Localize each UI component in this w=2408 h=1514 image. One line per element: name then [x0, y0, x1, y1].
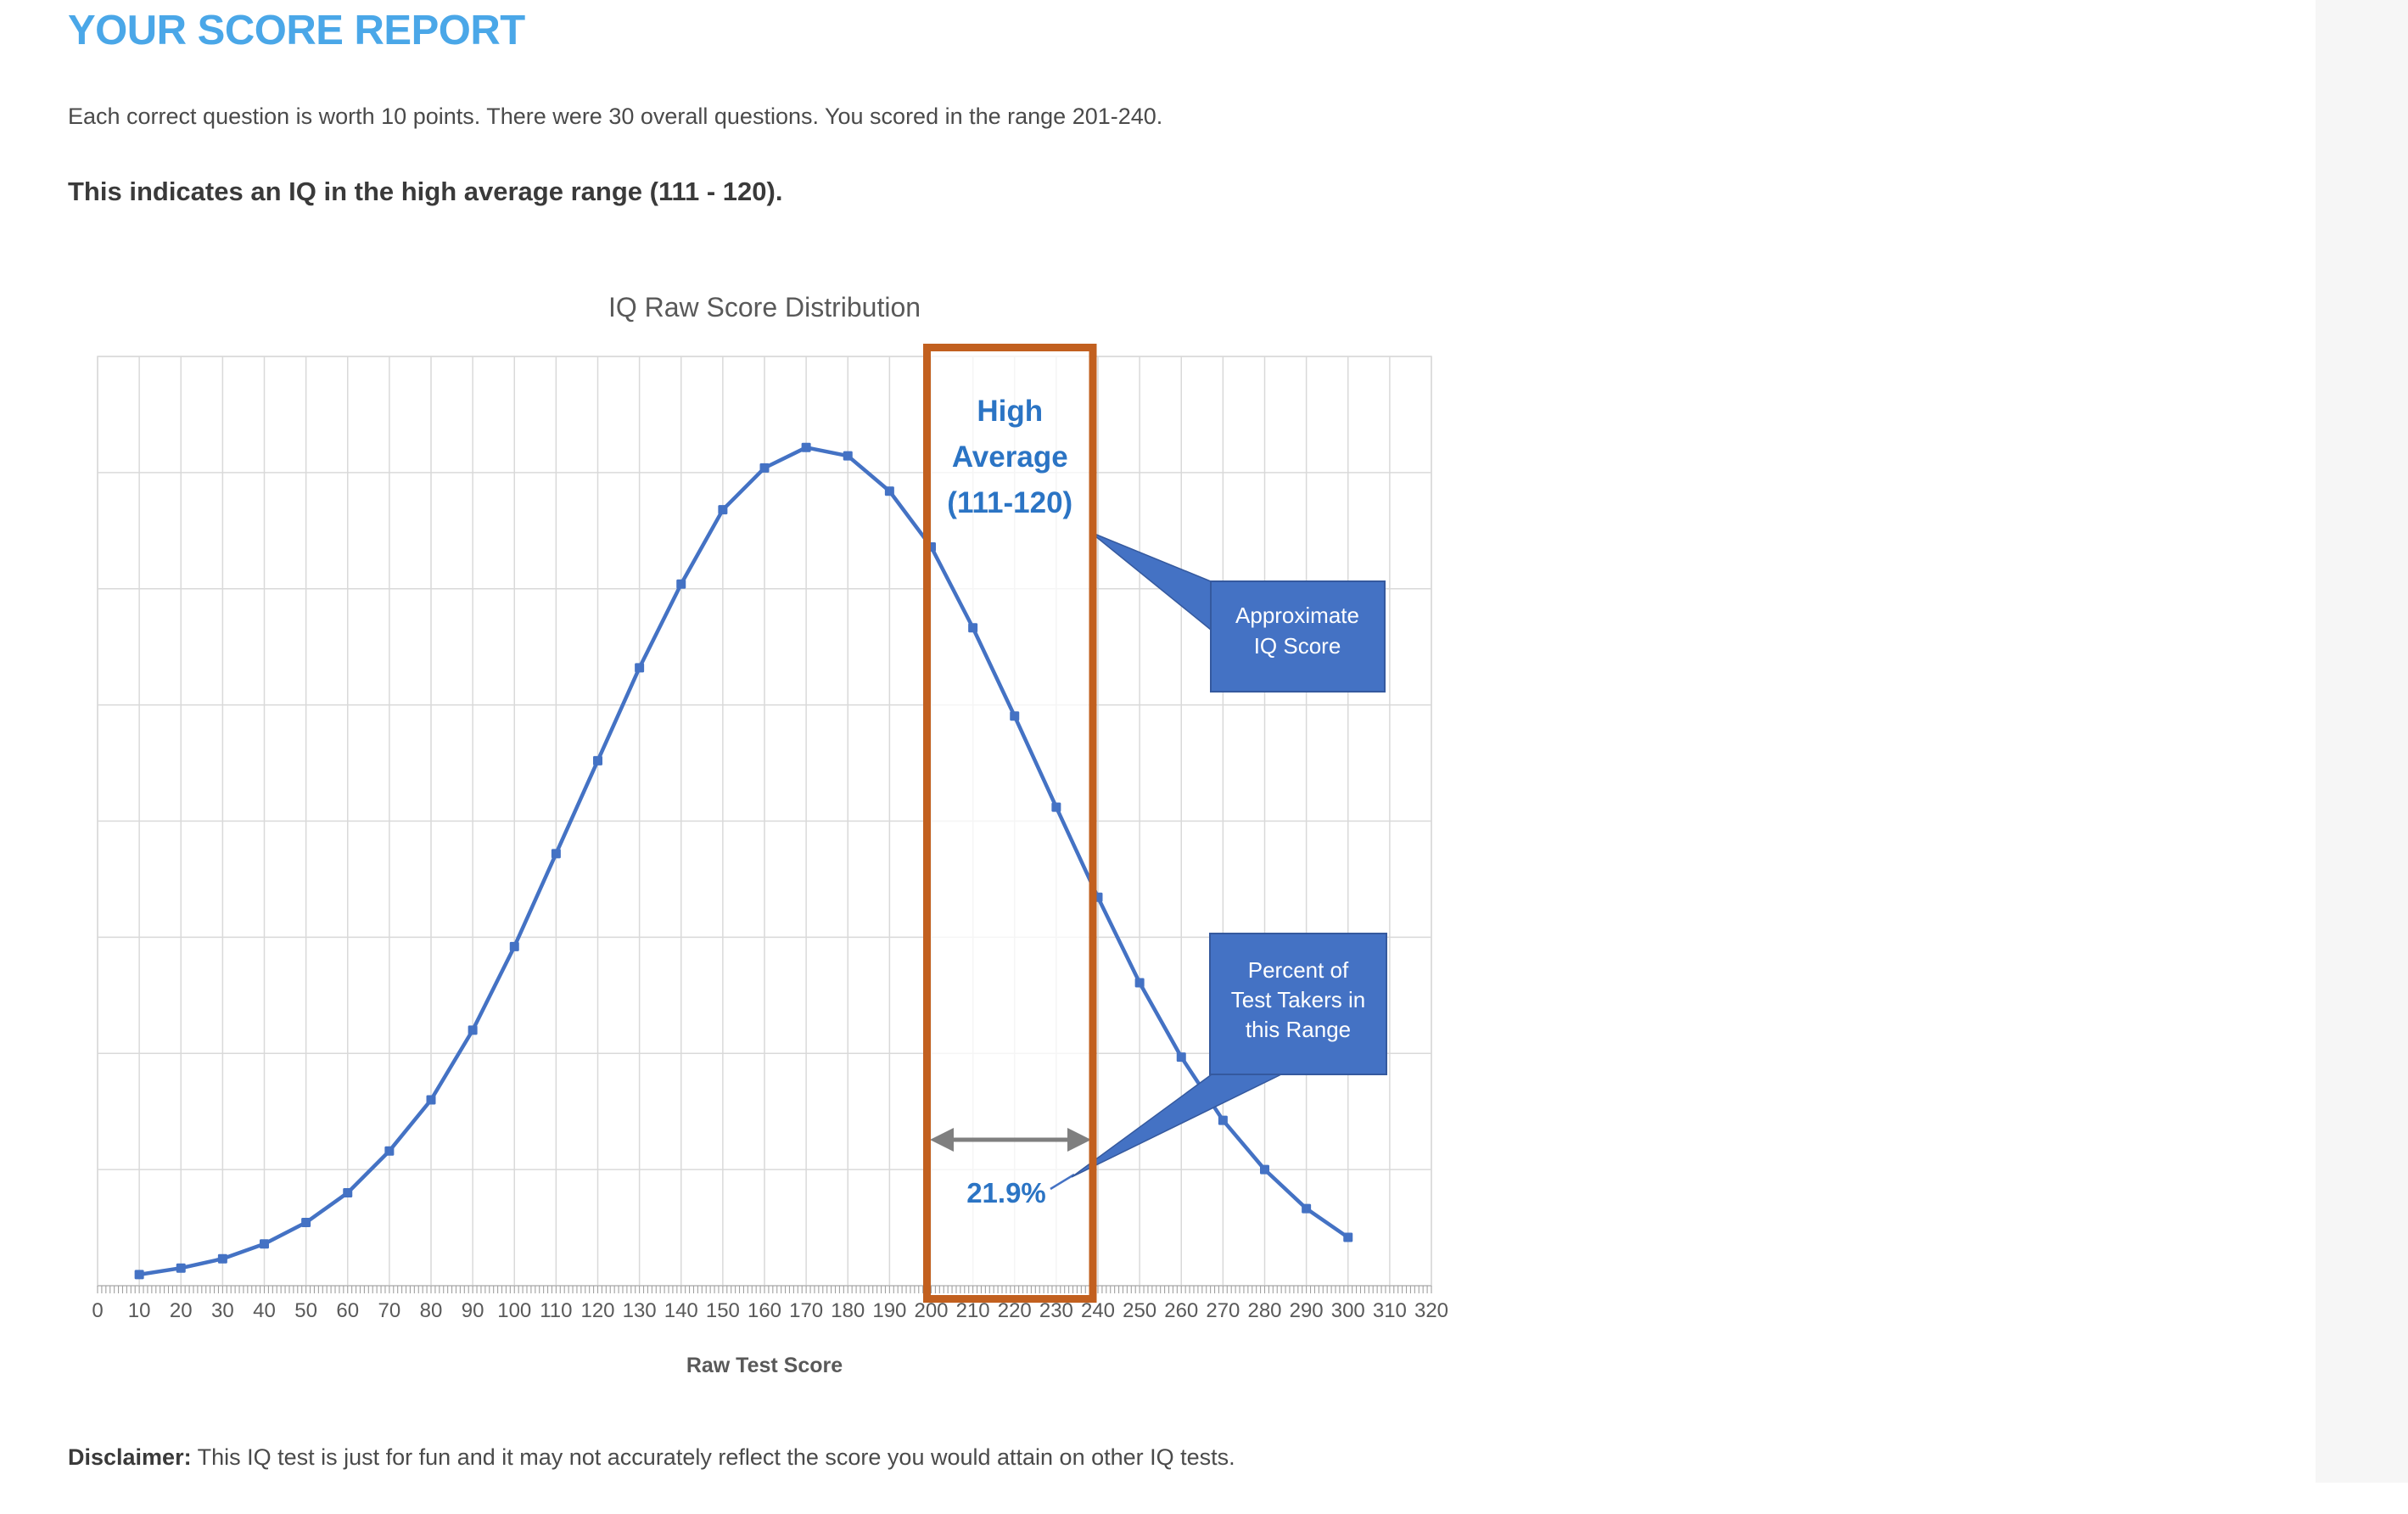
x-axis-tick-label: 0	[92, 1299, 103, 1322]
x-axis-tick-label: 310	[1373, 1299, 1407, 1322]
data-point-marker	[426, 1095, 436, 1105]
x-axis-tick-label: 60	[336, 1299, 359, 1322]
arrowhead-right	[1067, 1128, 1091, 1152]
x-axis-tick-label: 220	[998, 1299, 1032, 1322]
chart-title: IQ Raw Score Distribution	[608, 292, 921, 322]
disclaimer-label: Disclaimer:	[68, 1444, 192, 1470]
x-axis-tick-label: 300	[1331, 1299, 1365, 1322]
data-point-marker	[509, 941, 519, 951]
percent-callout-text: this Range	[1246, 1017, 1351, 1042]
data-point-marker	[1302, 1203, 1312, 1214]
x-axis-tick-label: 130	[623, 1299, 657, 1322]
x-axis-tick-label: 140	[664, 1299, 698, 1322]
x-axis-tick-label: 260	[1164, 1299, 1198, 1322]
x-axis-tick-label: 190	[872, 1299, 906, 1322]
data-point-marker	[843, 451, 853, 461]
right-background-gutter	[2316, 0, 2408, 1483]
x-axis-tick-label: 240	[1081, 1299, 1115, 1322]
data-point-marker	[801, 442, 811, 452]
percent-callout-text: Test Takers in	[1231, 987, 1365, 1012]
percent-callout-pointer	[1071, 1074, 1282, 1178]
approximate-iq-callout-box	[1210, 580, 1386, 693]
high-average-label: Average	[952, 440, 1068, 474]
x-axis-tick-label: 210	[956, 1299, 990, 1322]
data-point-marker	[635, 663, 645, 673]
highlight-range-box	[923, 344, 1097, 1303]
data-point-marker	[176, 1263, 186, 1273]
approximate-iq-callout-text: IQ Score	[1254, 633, 1341, 659]
approximate-iq-callout-text: Approximate	[1235, 603, 1359, 628]
x-axis-tick-label: 30	[211, 1299, 234, 1322]
data-point-marker	[884, 486, 894, 496]
data-point-marker	[217, 1253, 227, 1264]
x-axis-tick-label: 270	[1206, 1299, 1240, 1322]
data-point-marker	[593, 755, 602, 765]
data-point-marker	[1051, 802, 1061, 812]
x-axis-tick-label: 150	[706, 1299, 740, 1322]
x-axis-tick-label: 280	[1247, 1299, 1281, 1322]
x-axis-tick-label: 10	[128, 1299, 151, 1322]
x-axis-tick-label: 290	[1290, 1299, 1324, 1322]
percent-callout-box	[1209, 933, 1387, 1075]
data-point-marker	[968, 623, 978, 633]
data-point-marker	[1010, 711, 1020, 721]
page-title: YOUR SCORE REPORT	[68, 8, 525, 53]
x-axis-tick-label: 100	[497, 1299, 531, 1322]
x-axis-tick-label: 110	[540, 1299, 572, 1322]
x-axis-tick-label: 320	[1414, 1299, 1448, 1322]
data-point-marker	[718, 505, 728, 515]
data-point-marker	[468, 1025, 478, 1035]
data-point-marker	[384, 1146, 395, 1156]
disclaimer-text: This IQ test is just for fun and it may …	[191, 1444, 1235, 1470]
distribution-line	[137, 446, 1350, 1277]
data-point-marker	[1343, 1232, 1353, 1242]
x-axis-tick-label: 160	[748, 1299, 781, 1322]
high-average-label: (111-120)	[947, 486, 1072, 519]
data-point-marker	[551, 849, 561, 859]
data-point-marker	[759, 463, 770, 473]
x-axis-tick-label: 80	[420, 1299, 443, 1322]
iq-distribution-chart: IQ Raw Score Distribution 0 10 20 30 40 50 60 7…	[0, 280, 1529, 1417]
x-axis-tick-label: 50	[294, 1299, 317, 1322]
x-axis-tick-label: 120	[580, 1299, 614, 1322]
data-point-marker	[1260, 1164, 1269, 1175]
disclaimer: Disclaimer: This IQ test is just for fun…	[68, 1444, 2240, 1471]
result-heading: This indicates an IQ in the high average…	[68, 177, 783, 206]
x-axis-tick-label: 200	[914, 1299, 948, 1322]
x-axis-tick-label: 40	[253, 1299, 276, 1322]
data-point-marker	[260, 1239, 269, 1249]
intro-text: Each correct question is worth 10 points…	[68, 104, 1163, 129]
x-axis-tick-label: 180	[831, 1299, 865, 1322]
approximate-iq-callout-pointer	[1089, 531, 1212, 631]
high-average-label: High	[977, 395, 1043, 428]
percent-leader-line	[1050, 1173, 1075, 1191]
data-point-marker	[1218, 1115, 1228, 1125]
x-axis-tick-label: 90	[462, 1299, 484, 1322]
x-axis-tick-label: 250	[1123, 1299, 1156, 1322]
x-axis-label: Raw Test Score	[686, 1354, 843, 1377]
data-point-marker	[1134, 978, 1145, 988]
x-axis-tick-label: 170	[789, 1299, 823, 1322]
x-axis-tick-label: 70	[378, 1299, 401, 1322]
chart-canvas: 0 10 20 30 40 50 60 70 80 90 100 110 120 130 140 150 160…	[92, 344, 1448, 1377]
x-axis-tick-label: 20	[170, 1299, 193, 1322]
arrowhead-left	[930, 1128, 954, 1152]
data-point-marker	[343, 1188, 353, 1197]
data-point-marker	[676, 579, 686, 589]
data-point-marker	[301, 1218, 311, 1228]
percent-callout-text: Percent of	[1248, 957, 1349, 983]
percent-value-label: 21.9%	[966, 1177, 1046, 1208]
data-point-marker	[134, 1270, 144, 1280]
data-point-marker	[1176, 1052, 1186, 1063]
x-axis-tick-label: 230	[1039, 1299, 1073, 1322]
